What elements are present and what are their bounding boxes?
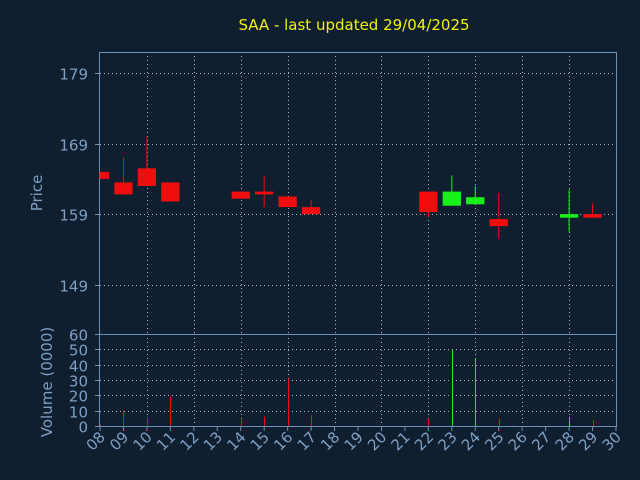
x-axis-ticks: 0809101112131415161718192021222324252627… bbox=[83, 426, 625, 454]
x-tick-label: 09 bbox=[106, 428, 132, 454]
candle-body bbox=[442, 191, 461, 206]
x-tick-label: 30 bbox=[599, 428, 625, 454]
x-tick-label: 24 bbox=[458, 428, 484, 454]
volume-bars bbox=[100, 349, 594, 426]
chart-title: SAA - last updated 29/04/2025 bbox=[238, 16, 469, 34]
x-tick-label: 17 bbox=[294, 428, 320, 454]
x-tick-label: 12 bbox=[176, 428, 202, 454]
candle-body bbox=[583, 214, 602, 218]
x-tick-label: 15 bbox=[247, 428, 273, 454]
volume-tick-label: 40 bbox=[69, 358, 88, 376]
volume-tick-label: 20 bbox=[69, 388, 88, 406]
price-y-ticks: 149 159 169 179 bbox=[59, 66, 100, 296]
price-tick-label: 179 bbox=[59, 66, 88, 84]
candle-body bbox=[231, 191, 250, 199]
candle-body bbox=[489, 219, 508, 227]
candle-body bbox=[278, 196, 297, 208]
volume-tick-label: 10 bbox=[69, 404, 88, 422]
candle-body bbox=[559, 214, 579, 218]
volume-tick-label: 50 bbox=[69, 342, 88, 360]
candle-body bbox=[161, 182, 180, 202]
candle-body bbox=[100, 171, 110, 179]
x-tick-label: 19 bbox=[341, 428, 367, 454]
volume-tick-label: 60 bbox=[69, 327, 88, 345]
candle-body bbox=[301, 207, 321, 215]
candle-body bbox=[137, 168, 157, 186]
x-tick-label: 14 bbox=[223, 428, 249, 454]
volume-tick-label: 0 bbox=[78, 419, 88, 437]
x-tick-label: 25 bbox=[481, 428, 507, 454]
price-tick-label: 159 bbox=[59, 207, 88, 225]
candle-body bbox=[466, 197, 485, 205]
x-tick-label: 18 bbox=[317, 428, 343, 454]
candle-body bbox=[419, 191, 438, 213]
x-tick-label: 23 bbox=[434, 428, 460, 454]
price-axis-label: Price bbox=[28, 175, 46, 212]
x-tick-label: 10 bbox=[130, 428, 156, 454]
x-tick-label: 16 bbox=[270, 428, 296, 454]
candle-body bbox=[255, 191, 274, 195]
volume-tick-label: 30 bbox=[69, 373, 88, 391]
candle-body bbox=[114, 182, 133, 195]
price-tick-label: 169 bbox=[59, 137, 88, 155]
x-tick-label: 22 bbox=[411, 428, 437, 454]
x-axis-label: Day bbox=[333, 457, 363, 475]
volume-axis-label: Volume (0000) bbox=[38, 327, 56, 437]
price-panel: 149 159 169 179 Price bbox=[28, 52, 617, 335]
x-tick-label: 20 bbox=[364, 428, 390, 454]
volume-frame bbox=[99, 334, 617, 427]
x-tick-label: 26 bbox=[505, 428, 531, 454]
price-tick-label: 149 bbox=[59, 278, 88, 296]
x-tick-label: 27 bbox=[528, 428, 554, 454]
x-tick-label: 13 bbox=[200, 428, 226, 454]
x-tick-label: 28 bbox=[552, 428, 578, 454]
candles bbox=[99, 136, 602, 239]
x-tick-label: 11 bbox=[153, 428, 179, 454]
x-tick-label: 21 bbox=[388, 428, 414, 454]
volume-grid bbox=[100, 334, 616, 426]
x-tick-label: 29 bbox=[575, 428, 601, 454]
